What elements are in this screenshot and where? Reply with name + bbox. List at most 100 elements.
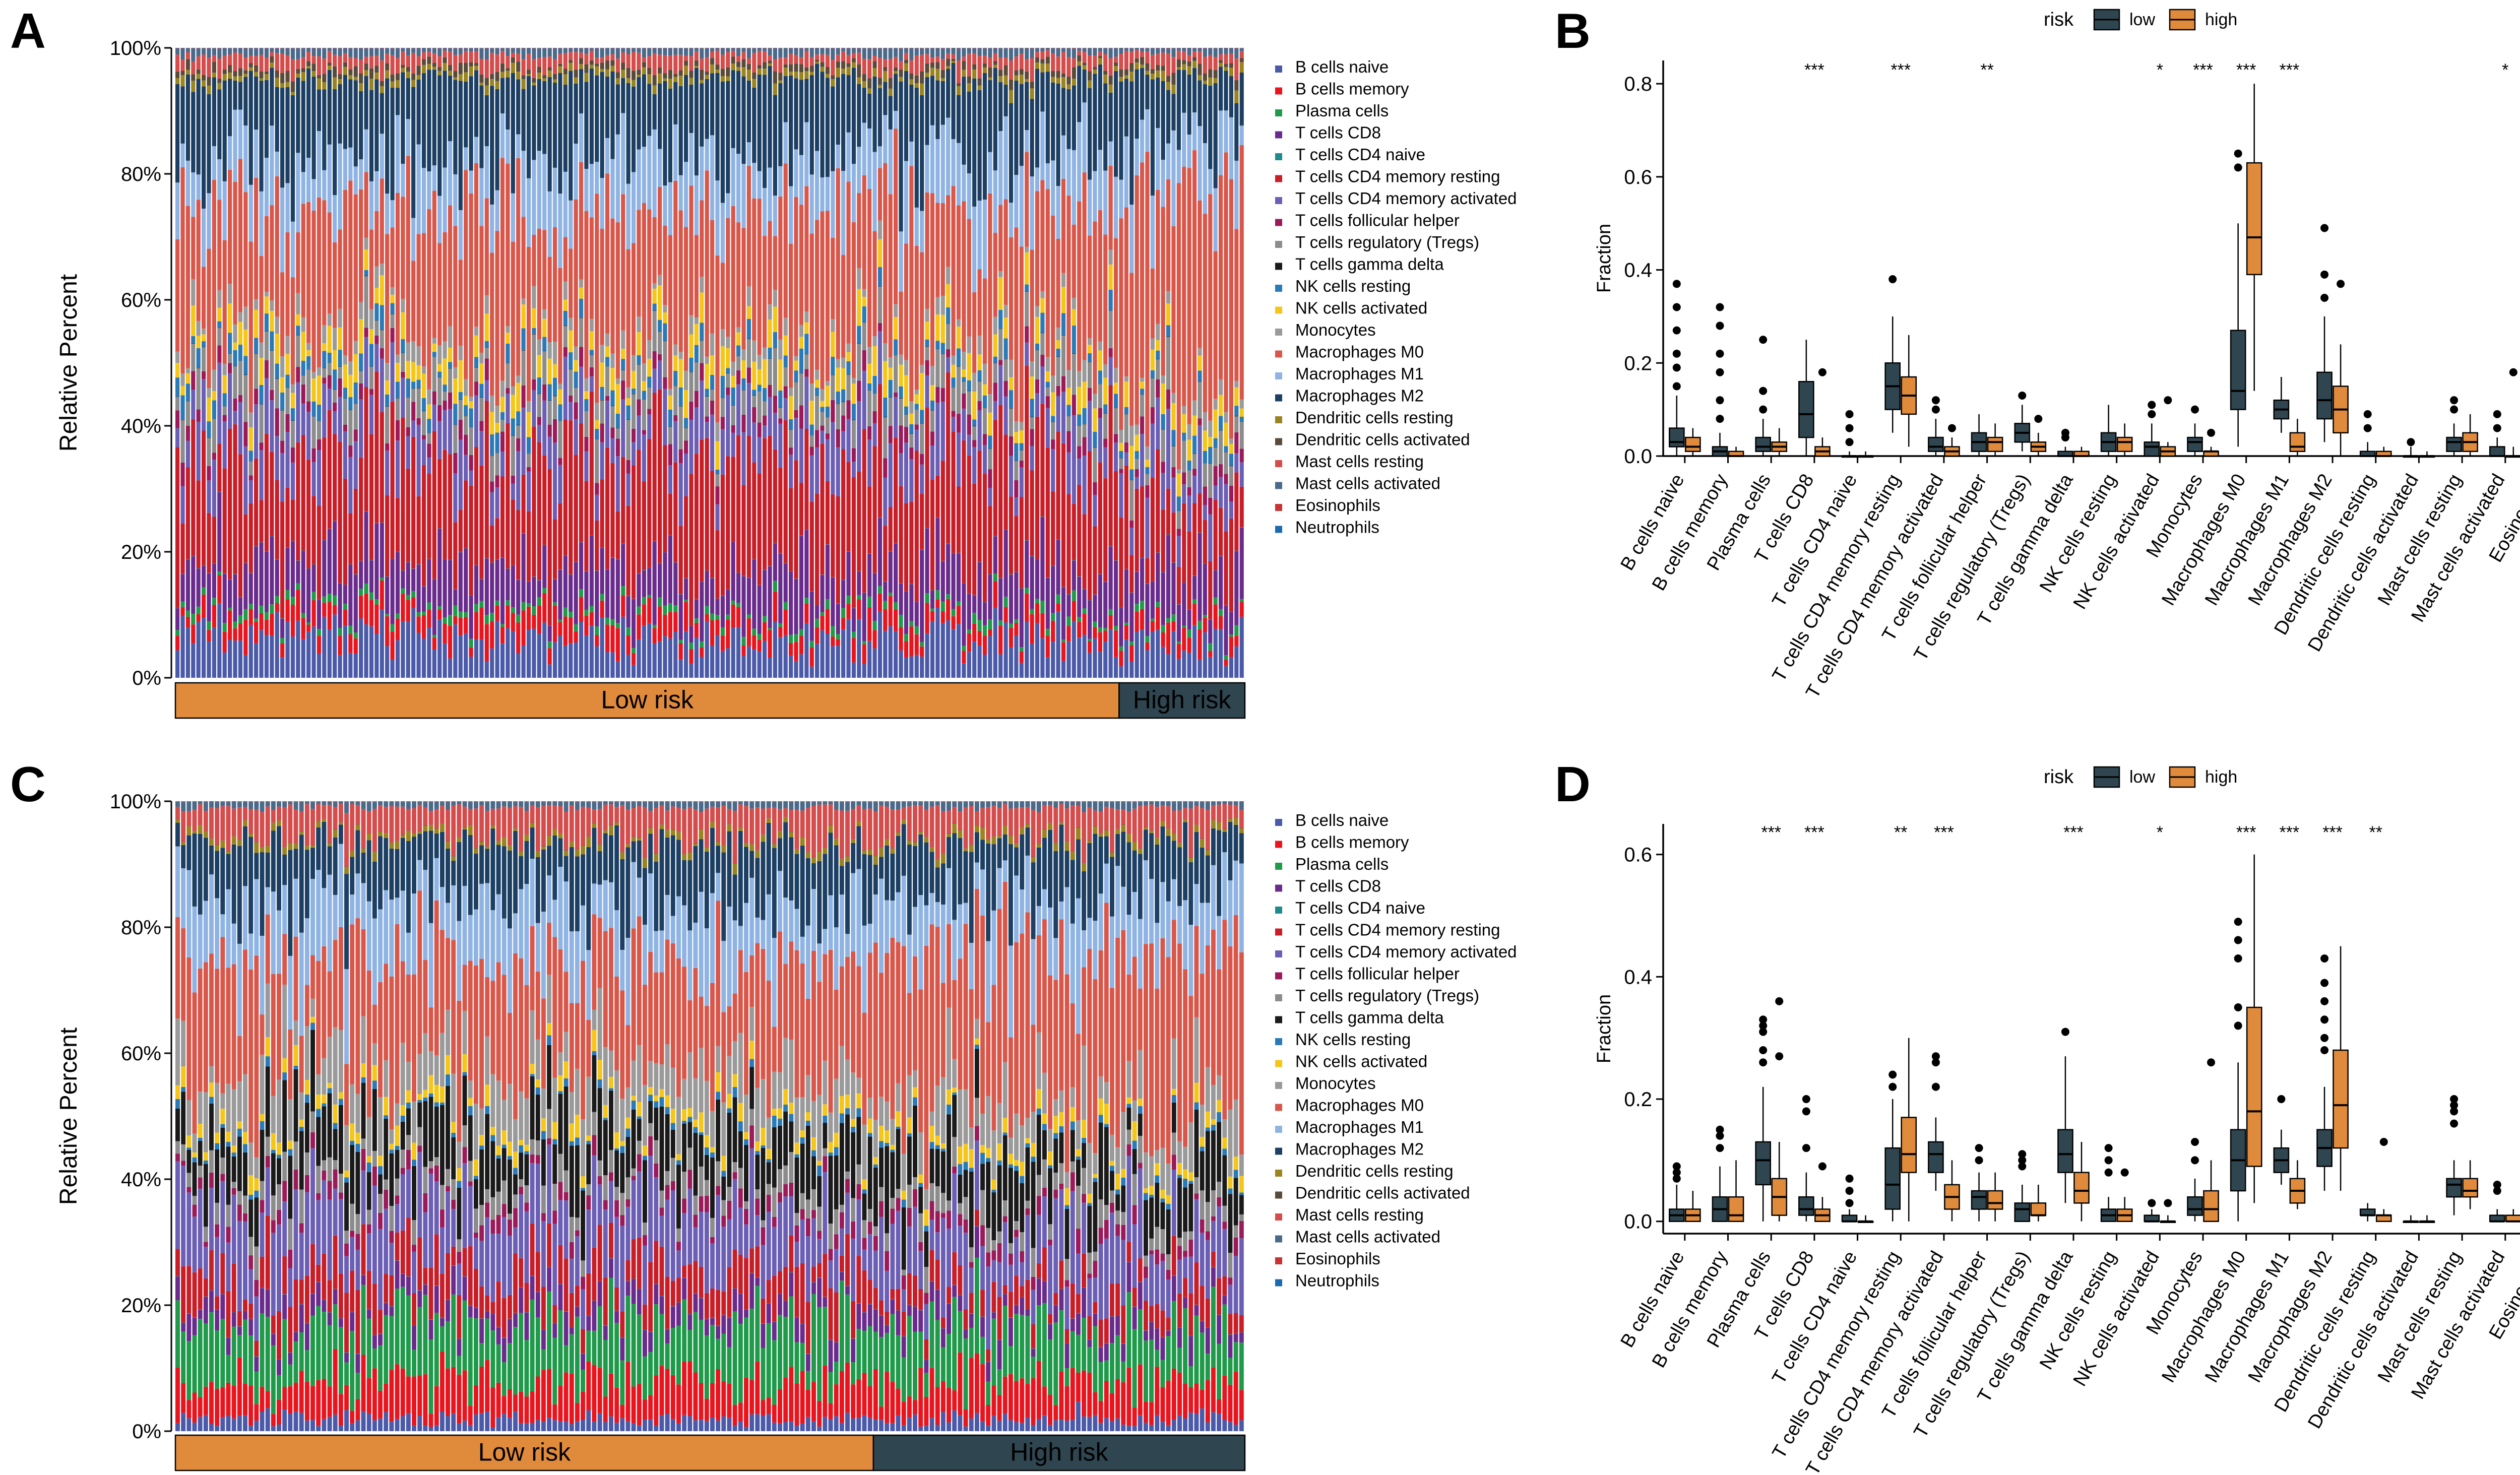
stack-segment [663,614,667,636]
stack-segment [841,629,846,678]
stack-segment [1098,652,1102,678]
stack-segment [1009,48,1014,60]
stack-segment [411,597,416,608]
stack-segment [458,346,463,360]
stack-segment [657,186,662,275]
stack-segment [809,75,814,175]
stack-segment [238,53,243,69]
stack-segment [411,389,416,402]
stack-segment [768,658,772,678]
stack-segment [390,200,395,228]
stack-segment [1187,487,1191,495]
stack-segment [778,80,783,83]
stack-segment [631,80,636,87]
stack-segment [694,407,699,454]
stack-segment [311,48,316,56]
stack-segment [333,195,337,242]
stack-segment [1239,486,1244,528]
stack-segment [899,291,903,355]
stack-segment [285,487,290,547]
stack-segment [678,594,683,595]
stack-segment [301,68,305,73]
stack-segment [794,410,798,418]
stack-segment [967,434,971,456]
stack-segment [333,369,337,390]
stack-segment [317,629,322,636]
stack-segment [500,643,505,678]
stack-segment [333,390,337,403]
stack-segment [563,74,568,85]
stack-segment [563,48,568,49]
stack-segment [935,48,940,57]
stack-segment [1224,71,1228,111]
stack-segment [610,71,615,159]
stack-segment [1129,520,1134,528]
stack-segment [967,594,971,630]
stack-segment [589,331,594,350]
stack-segment [752,198,757,341]
stack-segment [1061,335,1066,336]
stack-segment [925,73,929,78]
stack-segment [836,429,840,447]
stack-segment [1224,605,1228,656]
stack-segment [705,48,709,49]
legend-label: Mast cells activated [1295,474,1440,493]
stack-segment [569,248,573,318]
stack-segment [532,160,536,235]
stack-segment [841,357,846,368]
stack-segment [217,83,222,90]
stack-segment [673,82,678,124]
stack-segment [1182,51,1186,60]
stack-segment [243,609,248,620]
stack-segment [584,571,589,610]
stack-segment [809,435,814,436]
stack-segment [789,396,793,419]
stack-segment [353,574,358,575]
stack-segment [794,48,798,55]
stack-segment [678,594,683,640]
stack-segment [1166,82,1171,90]
stack-segment [259,404,264,405]
stack-segment [175,78,180,84]
stack-segment [1171,48,1176,57]
stack-segment [338,350,342,367]
stack-segment [914,245,919,390]
stack-segment [1156,449,1160,553]
stack-segment [605,334,610,347]
stack-segment [1077,48,1082,51]
stack-segment [746,367,751,383]
stack-segment [327,48,332,49]
stack-segment [196,614,201,622]
stack-segment [228,580,232,608]
stack-segment [925,77,929,145]
stack-segment [731,542,735,601]
stack-segment [1093,48,1097,49]
stack-segment [1030,48,1034,49]
stack-segment [1066,196,1071,370]
stack-segment [196,606,201,614]
stack-segment [1124,452,1128,466]
stack-segment [311,592,316,600]
stack-segment [469,62,473,67]
stack-segment [1056,71,1060,78]
stack-segment [1103,71,1108,75]
stack-segment [605,55,610,60]
stack-segment [804,376,809,429]
stack-segment [815,54,820,60]
stack-segment [222,415,227,422]
stack-segment [1145,446,1150,460]
stack-segment [385,63,390,71]
stack-segment [181,868,186,928]
stack-segment [1009,456,1014,497]
stack-segment [1108,310,1113,311]
stack-segment [296,382,300,442]
stack-segment [448,560,453,615]
stack-segment [998,365,1003,405]
stack-segment [595,646,599,678]
stack-segment [1051,439,1055,450]
stack-segment [1019,430,1024,443]
stack-segment [474,357,479,368]
stack-segment [285,388,290,414]
stack-segment [1077,387,1082,415]
stack-segment [1156,397,1160,450]
